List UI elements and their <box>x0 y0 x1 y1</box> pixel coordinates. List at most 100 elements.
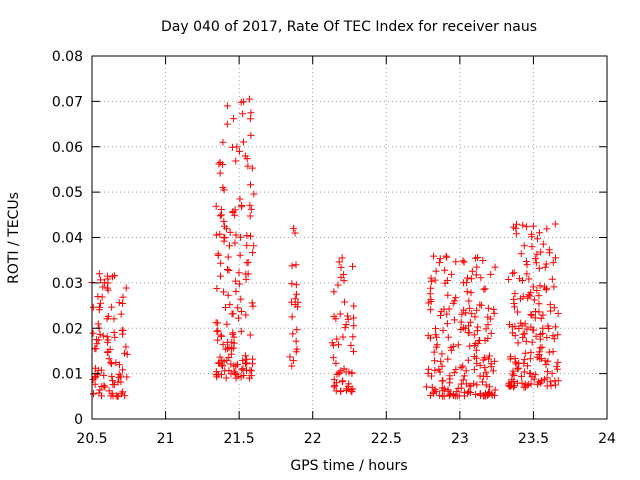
data-point <box>520 359 528 367</box>
data-point <box>220 217 228 225</box>
data-point <box>249 249 257 257</box>
data-point <box>543 333 551 341</box>
data-point <box>250 242 258 250</box>
data-point <box>243 367 251 375</box>
data-point <box>518 276 526 284</box>
data-point <box>115 299 123 307</box>
data-point <box>464 329 472 337</box>
data-point <box>289 330 297 338</box>
data-point <box>457 380 465 388</box>
data-point <box>223 320 231 328</box>
data-point <box>527 348 535 356</box>
data-point <box>121 392 129 400</box>
data-point <box>488 391 496 399</box>
data-point <box>237 308 245 316</box>
data-point <box>349 262 357 270</box>
data-point <box>548 275 556 283</box>
data-point <box>473 327 481 335</box>
data-point <box>103 333 111 341</box>
data-point <box>431 386 439 394</box>
data-point <box>454 384 462 392</box>
data-point <box>223 265 231 273</box>
data-point <box>246 115 254 123</box>
data-point <box>517 250 525 258</box>
data-point <box>219 340 227 348</box>
data-point <box>550 283 558 291</box>
data-point <box>459 324 467 332</box>
data-point <box>247 181 255 189</box>
data-point <box>544 322 552 330</box>
data-point <box>535 348 543 356</box>
data-point <box>92 336 100 344</box>
data-point <box>335 258 343 266</box>
data-point <box>534 235 542 243</box>
y-tick-label: 0.07 <box>52 94 83 110</box>
data-point <box>536 335 544 343</box>
data-point <box>108 360 116 368</box>
tick-labels: 20.5 21 21.5 22 22.5 23 23.5 24 0 0.01 0.02 0.03 0.0… <box>52 49 616 447</box>
data-point <box>553 363 561 371</box>
data-point <box>457 364 465 372</box>
data-point <box>225 366 233 374</box>
data-point <box>438 350 446 358</box>
data-point <box>338 254 346 262</box>
data-point <box>100 371 108 379</box>
data-point <box>114 378 122 386</box>
data-point <box>122 284 130 292</box>
data-point <box>235 280 243 288</box>
data-point <box>554 377 562 385</box>
data-point <box>476 336 484 344</box>
data-point <box>342 368 350 376</box>
data-point <box>476 372 484 380</box>
data-point <box>542 260 550 268</box>
data-point <box>535 229 543 237</box>
data-point <box>536 344 544 352</box>
x-tick-label: 20.5 <box>76 431 107 447</box>
data-point <box>249 355 257 363</box>
data-point <box>535 264 543 272</box>
data-point <box>543 225 551 233</box>
data-point <box>344 312 352 320</box>
data-point <box>247 109 255 117</box>
data-point <box>242 270 250 278</box>
y-tick-label: 0.03 <box>52 276 83 292</box>
data-point <box>92 345 100 353</box>
data-point <box>485 390 493 398</box>
data-point <box>470 342 478 350</box>
data-point <box>444 291 452 299</box>
data-point <box>241 152 249 160</box>
y-axis-label: ROTI / TECUs <box>6 192 22 284</box>
axis-ticks <box>91 55 608 420</box>
data-point <box>438 362 446 370</box>
data-point <box>240 98 248 106</box>
data-point <box>539 311 547 319</box>
data-point <box>489 367 497 375</box>
data-point <box>474 340 482 348</box>
data-point <box>512 220 520 228</box>
data-point <box>452 258 460 266</box>
data-point <box>472 271 480 279</box>
data-point <box>517 319 525 327</box>
data-point <box>349 333 357 341</box>
data-point <box>249 302 257 310</box>
data-point <box>93 340 101 348</box>
data-point <box>537 248 545 256</box>
data-point <box>484 304 492 312</box>
data-point <box>458 310 466 318</box>
data-point <box>424 332 432 340</box>
data-point <box>554 331 562 339</box>
data-point <box>540 283 548 291</box>
data-point <box>97 366 105 374</box>
data-point <box>117 310 125 318</box>
data-point <box>232 362 240 370</box>
data-point <box>482 325 490 333</box>
data-point <box>337 263 345 271</box>
data-point <box>466 318 474 326</box>
data-point <box>426 290 434 298</box>
data-points <box>88 95 562 400</box>
data-point <box>337 388 345 396</box>
data-point <box>521 349 529 357</box>
data-point <box>115 370 123 378</box>
data-point <box>214 327 222 335</box>
data-point <box>427 295 435 303</box>
